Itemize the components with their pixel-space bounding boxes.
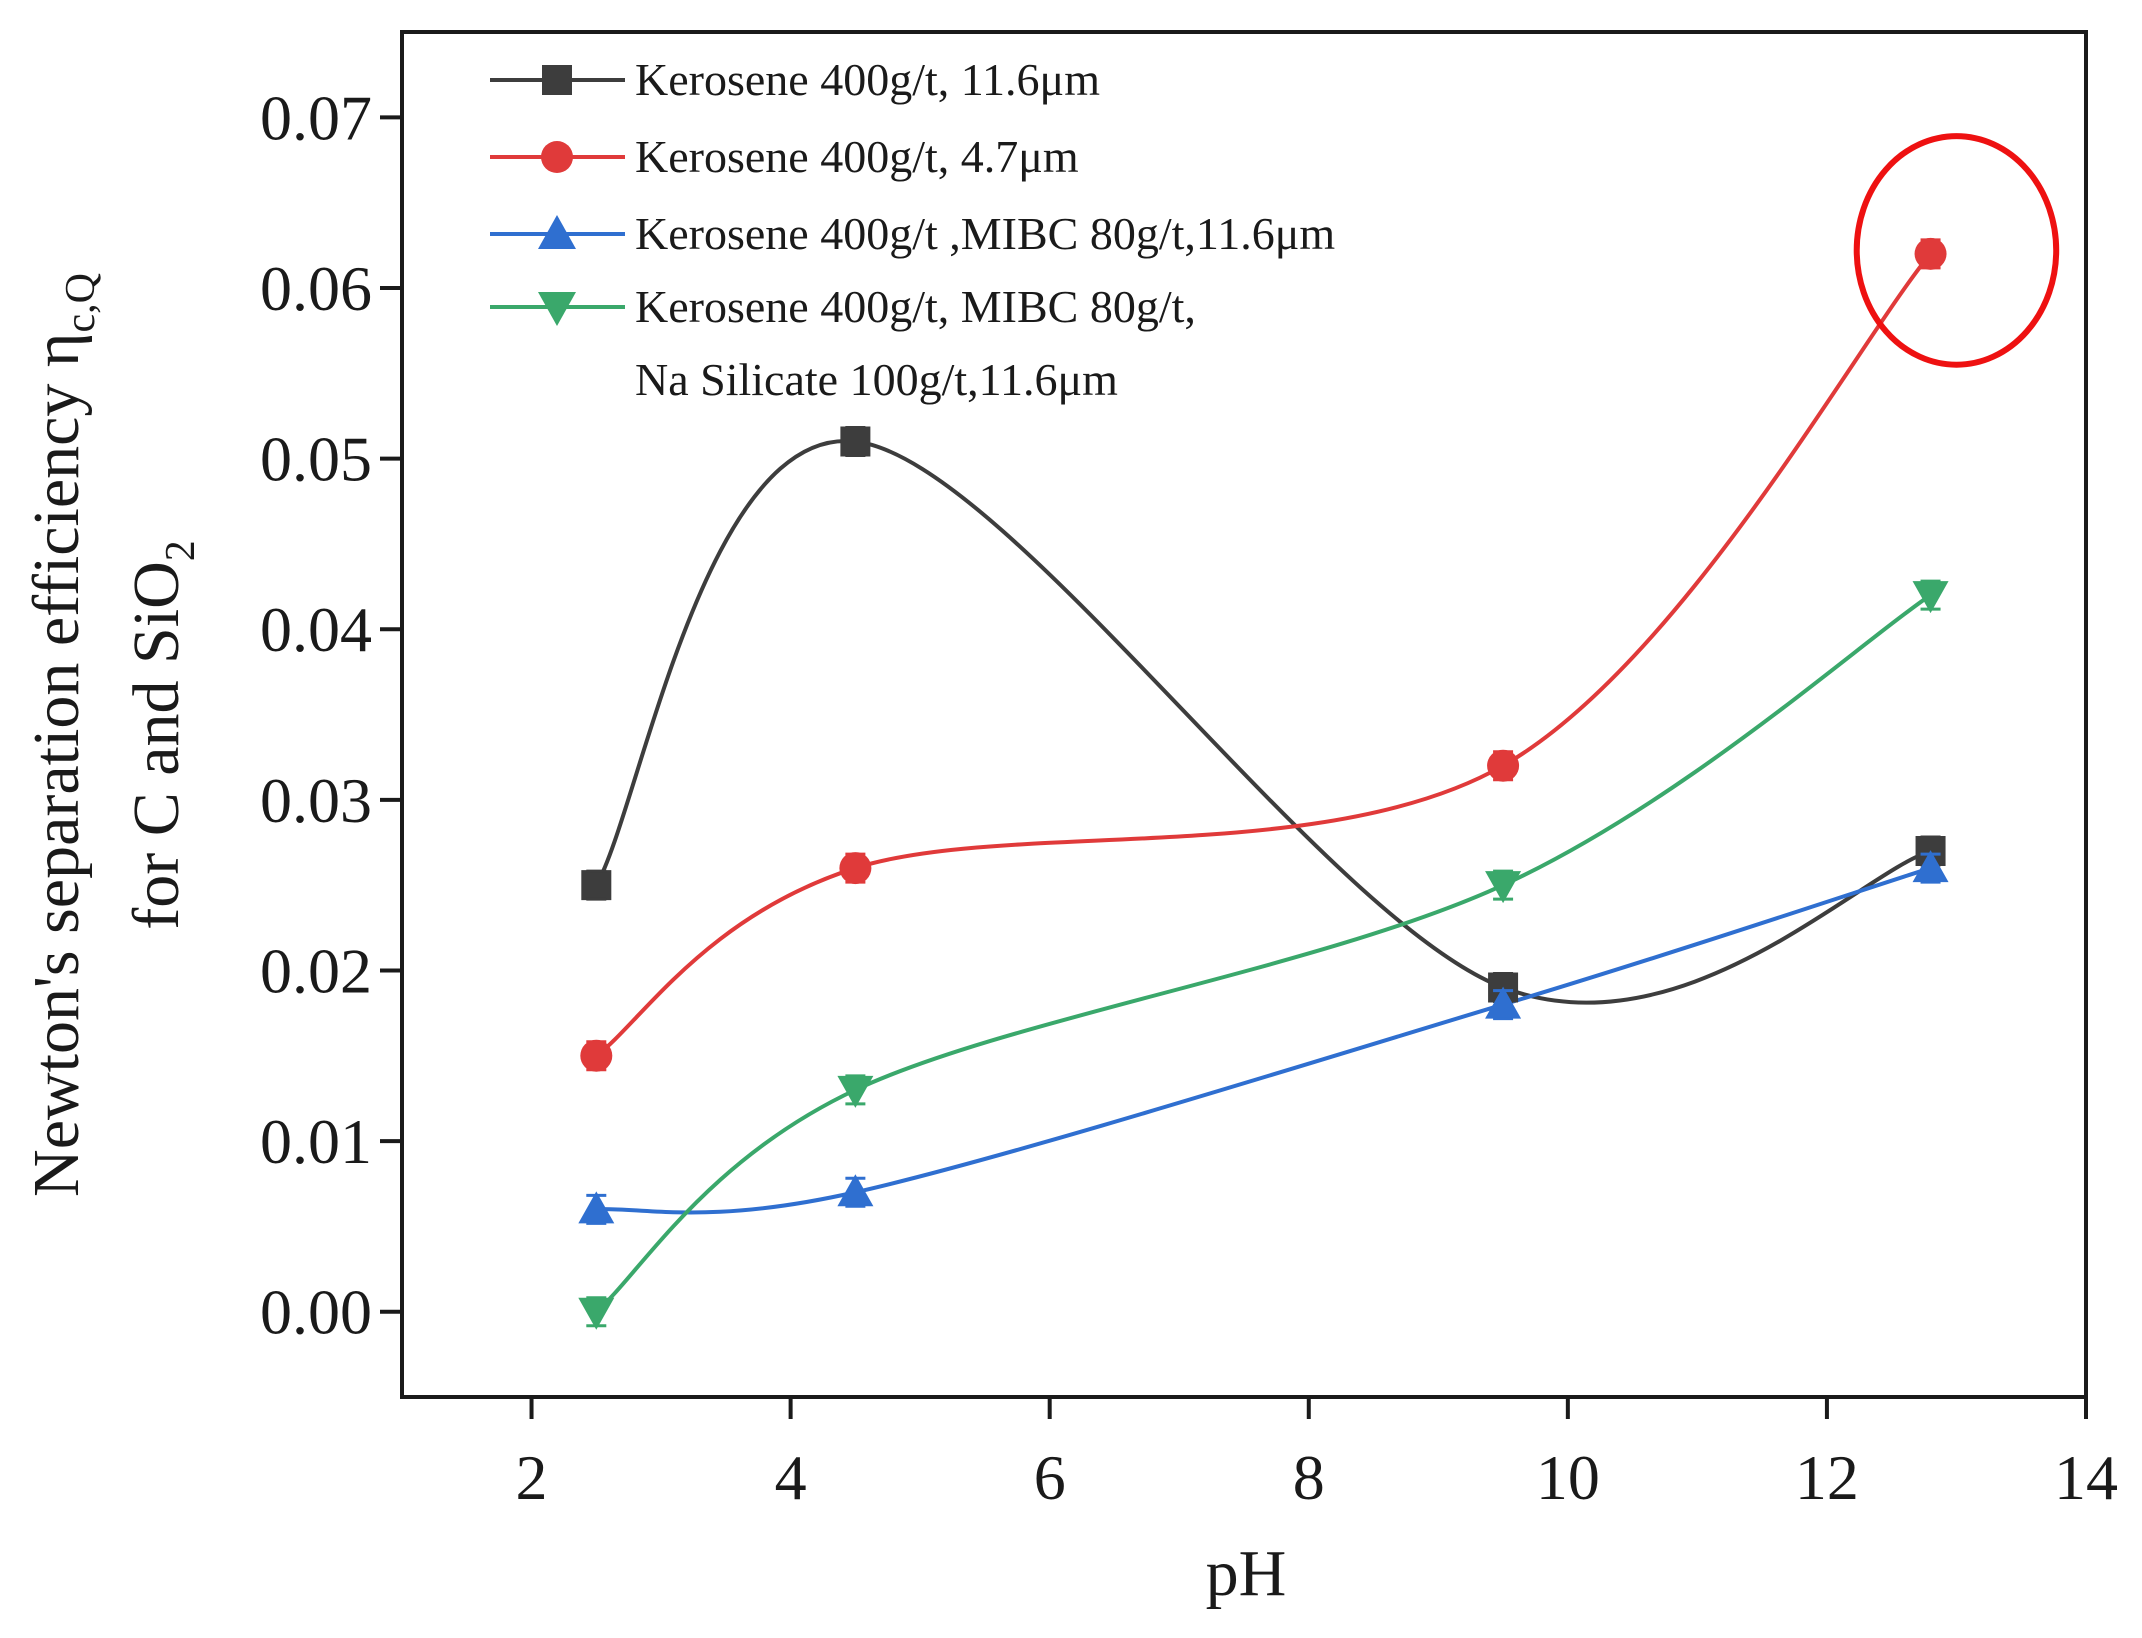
legend-marker-square [542, 65, 572, 95]
series-line-4 [595, 593, 1932, 1314]
y-axis-title-line2-subscript: 2 [158, 540, 204, 561]
series-line-3 [596, 866, 1932, 1215]
data-point-circle [1487, 749, 1520, 782]
data-point-circle [580, 1039, 613, 1072]
axis-ticks: 2 4 6 8 10 12 14 0.00 0.01 0.02 0.03 0.04 0.05 0.06 0.… [260, 82, 2118, 1513]
series-markers [578, 237, 1949, 1330]
series-line-2 [595, 252, 1933, 1058]
x-tick-label: 6 [1034, 1442, 1066, 1513]
plot-frame [400, 30, 2088, 1399]
y-tick-label: 0.03 [260, 765, 372, 836]
legend: Kerosene 400g/t, 11.6μm Kerosene 400g/t,… [490, 54, 1335, 405]
data-point-circle [839, 852, 872, 885]
legend-marker-circle [541, 141, 573, 173]
data-point-triangle-down [1485, 871, 1522, 904]
y-tick-label: 0.01 [260, 1106, 372, 1177]
data-point-triangle-down [1912, 581, 1949, 614]
y-tick-label: 0.05 [260, 424, 372, 495]
data-point-square [581, 870, 612, 901]
legend-label-4-line2: Na Silicate 100g/t,11.6μm [635, 354, 1118, 405]
x-tick-label: 4 [775, 1442, 807, 1513]
series-line-1 [594, 439, 1932, 1005]
annotation [1853, 133, 2060, 368]
highlight-circle [1853, 133, 2060, 368]
x-tick-label: 10 [1536, 1442, 1600, 1513]
y-tick-label: 0.00 [260, 1277, 372, 1348]
y-axis-title-line1: Newton's separation efficiency ηc,Q [20, 273, 104, 1197]
x-tick-label: 2 [516, 1442, 548, 1513]
y-axis-title-line1-subscript: c,Q [58, 273, 104, 332]
y-tick-label: 0.04 [260, 594, 372, 665]
legend-label-4: Kerosene 400g/t, MIBC 80g/t, [635, 281, 1196, 332]
y-axis-title-line2: for C and SiO2 [120, 540, 204, 929]
legend-marker-triangle-up [538, 215, 576, 249]
data-point-circle [1914, 237, 1947, 270]
x-axis-title: pH [1206, 1537, 1287, 1610]
data-point-triangle-up [837, 1174, 874, 1207]
data-point-triangle-up [1485, 986, 1522, 1019]
legend-label-3: Kerosene 400g/t ,MIBC 80g/t,11.6μm [635, 208, 1335, 259]
data-point-triangle-down [837, 1075, 874, 1108]
series-lines [594, 252, 1933, 1314]
legend-label-1: Kerosene 400g/t, 11.6μm [635, 54, 1100, 105]
legend-entry-3: Kerosene 400g/t ,MIBC 80g/t,11.6μm [490, 208, 1335, 259]
legend-label-2: Kerosene 400g/t, 4.7μm [635, 131, 1079, 182]
y-tick-label: 0.07 [260, 82, 372, 153]
plot-area [400, 30, 2088, 1399]
data-point-triangle-up [1912, 850, 1949, 883]
legend-entry-4: Kerosene 400g/t, MIBC 80g/t, Na Silicate… [490, 281, 1196, 405]
y-axis-title-line1-main: Newton's separation efficiency η [20, 333, 93, 1197]
legend-entry-1: Kerosene 400g/t, 11.6μm [490, 54, 1100, 105]
data-point-triangle-down [578, 1297, 615, 1330]
y-tick-label: 0.06 [260, 253, 372, 324]
data-point-square [840, 426, 871, 457]
legend-entry-2: Kerosene 400g/t, 4.7μm [490, 131, 1079, 182]
legend-marker-triangle-down [538, 292, 576, 326]
y-axis-title: Newton's separation efficiency ηc,Q [20, 273, 104, 1197]
y-axis-title-2: for C and SiO2 [120, 540, 204, 929]
x-tick-label: 14 [2054, 1442, 2118, 1513]
y-tick-label: 0.02 [260, 935, 372, 1006]
x-tick-label: 8 [1293, 1442, 1325, 1513]
data-point-triangle-up [578, 1191, 615, 1224]
x-tick-label: 12 [1795, 1442, 1859, 1513]
y-axis-title-line2-main: for C and SiO [120, 561, 193, 929]
